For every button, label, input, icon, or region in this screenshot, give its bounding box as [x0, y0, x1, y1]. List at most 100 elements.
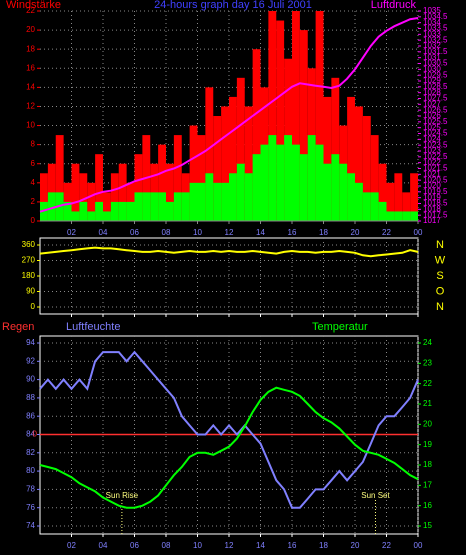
y-tick-label: 12 [26, 102, 35, 111]
x-tick-label: 12 [225, 541, 234, 550]
wind-bar [95, 154, 103, 221]
rain-axis-title: Regen [2, 321, 34, 333]
y-tick-label: 17 [423, 480, 432, 489]
direction-label: N [436, 239, 444, 251]
x-tick-label: 02 [67, 228, 76, 237]
y-tick-label: 1017.5 [423, 210, 448, 219]
wind-bar [347, 96, 355, 221]
series-line [39, 17, 419, 213]
rain-tick-label: 0 [33, 430, 38, 439]
x-tick-label: 18 [319, 541, 328, 550]
wind-bar [355, 182, 363, 221]
x-tick-label: 08 [162, 541, 171, 550]
wind-bar [118, 201, 127, 221]
x-tick-label: 10 [193, 228, 202, 237]
y-tick-label: 270 [22, 256, 36, 265]
y-tick-label: 20 [26, 25, 35, 34]
y-tick-label: 1022 [423, 158, 441, 167]
x-tick-label: 10 [193, 541, 202, 550]
wind-bar [252, 154, 261, 221]
wind-bar [213, 182, 222, 221]
wind-bar [252, 49, 261, 221]
wind-bar [103, 192, 111, 221]
y-tick-label: 1034 [423, 18, 441, 27]
wind-bar [79, 173, 88, 221]
wind-bar [370, 135, 379, 221]
y-tick-label: 1023.5 [423, 140, 448, 149]
wind-bar [260, 144, 269, 221]
series-line [39, 386, 419, 509]
wind-bar [244, 106, 253, 221]
wind-bar [126, 201, 135, 221]
y-tick-label: 1018.5 [423, 199, 448, 208]
wind-bar [268, 135, 277, 221]
y-tick-label: 1030 [423, 64, 441, 73]
x-tick-label: 04 [99, 228, 108, 237]
wind-bar [173, 192, 182, 221]
wind-bar [55, 135, 64, 221]
x-tick-label: 04 [99, 541, 108, 550]
y-tick-label: 90 [26, 375, 35, 384]
y-tick-label: 4 [31, 178, 36, 187]
y-tick-label: 1030.5 [423, 59, 448, 68]
direction-label: O [436, 285, 445, 297]
x-tick-label: 20 [351, 228, 360, 237]
y-tick-label: 18 [26, 44, 35, 53]
wind-bar [197, 135, 206, 221]
wind-bar [276, 144, 285, 221]
x-tick-label: 14 [256, 228, 265, 237]
wind-bar [284, 135, 292, 221]
y-tick-label: 180 [22, 271, 36, 280]
y-tick-label: 1025.5 [423, 117, 448, 126]
x-tick-label: 06 [130, 228, 139, 237]
y-tick-label: 10 [26, 121, 35, 130]
wind-bar [236, 77, 245, 222]
wind-bar [63, 201, 72, 221]
wind-bar [378, 163, 387, 221]
y-tick-label: 1017 [423, 216, 441, 225]
annotation: Sun Set [361, 491, 390, 500]
wind-bar [166, 201, 174, 221]
y-tick-label: 6 [31, 159, 36, 168]
y-tick-label: 1026.5 [423, 105, 448, 114]
wind-bar [79, 201, 88, 221]
y-tick-label: 1027.5 [423, 94, 448, 103]
y-tick-label: 360 [22, 240, 36, 249]
x-tick-label: 22 [382, 541, 391, 550]
y-tick-label: 1024 [423, 134, 441, 143]
y2-axis-title: Temperatur [312, 321, 368, 333]
wind-bar [181, 192, 190, 221]
y-axis-title: Windstärke [6, 0, 61, 11]
wind-bar [150, 192, 159, 221]
wind-bar [236, 163, 245, 221]
y-tick-label: 1032 [423, 41, 441, 50]
y-tick-label: 88 [26, 393, 35, 402]
y-tick-label: 74 [26, 521, 35, 530]
wind-bar [229, 96, 237, 221]
x-tick-label: 00 [414, 228, 423, 237]
y-tick-label: 1022.5 [423, 152, 448, 161]
y-tick-label: 1020 [423, 181, 441, 190]
y-tick-label: 76 [26, 503, 35, 512]
x-tick-label: 08 [162, 228, 171, 237]
wind-bar [189, 182, 198, 221]
wind-bar [402, 211, 411, 221]
y-tick-label: 1020.5 [423, 175, 448, 184]
y-tick-label: 8 [31, 140, 36, 149]
wind-bar [205, 173, 214, 221]
x-tick-label: 20 [351, 541, 360, 550]
wind-bar [158, 192, 166, 221]
y-tick-label: 90 [26, 287, 35, 296]
y-tick-label: 94 [26, 338, 35, 347]
wind-bar [268, 11, 277, 221]
wind-bar [331, 77, 340, 222]
wind-bar [103, 211, 111, 221]
y-tick-label: 1032.5 [423, 35, 448, 44]
y-tick-label: 1033 [423, 29, 441, 38]
direction-label: W [435, 254, 446, 266]
x-tick-label: 22 [382, 228, 391, 237]
wind-bar [402, 192, 411, 221]
y-tick-label: 1025 [423, 123, 441, 132]
x-tick-label: 02 [67, 541, 76, 550]
wind-bar [118, 163, 127, 221]
